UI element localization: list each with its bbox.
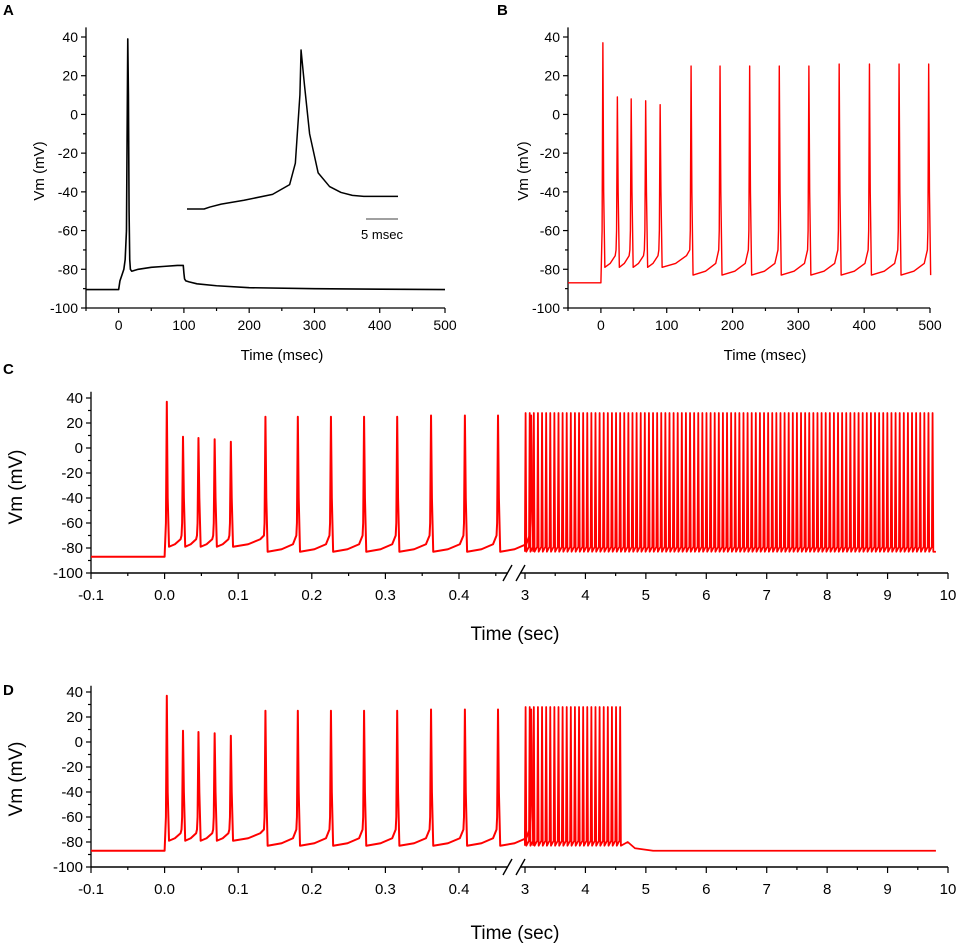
panel-a-y-tick-label: 20 [62, 68, 78, 84]
panel-a-x-tick-label: 300 [303, 317, 327, 333]
panel-a-x-tick-label: 500 [433, 317, 457, 333]
panel-d-x-tick-label: 10 [940, 881, 957, 898]
panel-b-x-tick-label: 0 [597, 317, 605, 333]
panel-b-xlabel: Time (msec) [724, 347, 807, 364]
panel-a-xlabel: Time (msec) [241, 347, 324, 364]
panel-c-trace-right [523, 412, 936, 553]
panel-b-letter: B [497, 2, 508, 19]
panel-d-axis-break-mark [502, 858, 513, 876]
panel-d-x-tick-label: 0.1 [228, 881, 249, 898]
panel-c-xlabel: Time (sec) [470, 624, 559, 645]
panel-d-x-tick-label: -0.1 [78, 881, 104, 898]
panel-b-trace [568, 42, 932, 284]
panel-a-letter: A [3, 2, 14, 19]
panel-d-y-tick-label: 0 [75, 734, 83, 751]
panel-c-x-tick-label: 10 [940, 587, 957, 604]
panel-c-y-tick-label: -80 [61, 540, 83, 557]
panel-a-x-tick-label: 0 [115, 317, 123, 333]
panel-b-y-tick-label: -100 [532, 300, 560, 316]
panel-c-axis-break-mark [515, 564, 526, 582]
panel-d-x-tick-label: 0.3 [375, 881, 396, 898]
panel-a-x-tick-label: 200 [238, 317, 262, 333]
panel-b-x-tick-label: 200 [721, 317, 745, 333]
panel-a-y-tick-label: -80 [58, 261, 78, 277]
panel-c-x-tick-label: 9 [883, 587, 891, 604]
panel-d-y-tick-label: -80 [61, 834, 83, 851]
panel-a-y-tick-label: -40 [58, 184, 78, 200]
panel-b-y-tick-label: -80 [540, 261, 560, 277]
panel-c-x-tick-label: 0.0 [154, 587, 175, 604]
panel-c-x-tick-label: 4 [581, 587, 589, 604]
panel-d-trace-right [523, 706, 936, 852]
panel-c-x-tick-label: 8 [823, 587, 831, 604]
panel-d-letter: D [3, 682, 14, 699]
panel-d-ylabel: Vm (mV) [6, 742, 27, 817]
panel-d-y-tick-label: -20 [61, 759, 83, 776]
panel-c-y-tick-label: 0 [75, 440, 83, 457]
panel-d-trace-left [91, 694, 535, 852]
panel-a-x-tick-label: 100 [172, 317, 196, 333]
panel-a-y-tick-label: -60 [58, 223, 78, 239]
panel-c-y-tick-label: 20 [66, 415, 83, 432]
panel-b-y-tick-label: -40 [540, 184, 560, 200]
panel-c-trace-left [91, 400, 535, 558]
panel-b-x-tick-label: 400 [853, 317, 877, 333]
panel-d-x-tick-label: 0.2 [301, 881, 322, 898]
panel-c-y-tick-label: 40 [66, 390, 83, 407]
panel-c-x-tick-label: 6 [702, 587, 710, 604]
panel-c-axis-break-mark [502, 564, 513, 582]
panel-c-x-tick-label: 7 [763, 587, 771, 604]
panel-d-x-tick-label: 3 [521, 881, 529, 898]
panel-b-y-tick-label: -60 [540, 223, 560, 239]
panel-d-y-tick-label: 40 [66, 684, 83, 701]
panel-d-x-tick-label: 8 [823, 881, 831, 898]
panel-b-y-tick-label: -20 [540, 145, 560, 161]
panel-d-x-tick-label: 0.4 [449, 881, 470, 898]
panel-a-ylabel: Vm (mV) [31, 141, 48, 200]
panel-d-x-tick-label: 0.0 [154, 881, 175, 898]
panel-d-x-tick-label: 6 [702, 881, 710, 898]
panel-d-y-tick-label: 20 [66, 709, 83, 726]
panel-a-y-tick-label: 40 [62, 29, 78, 45]
panel-d-x-tick-label: 5 [642, 881, 650, 898]
panel-b-y-tick-label: 0 [552, 106, 560, 122]
panel-d-x-tick-label: 9 [883, 881, 891, 898]
panel-d-y-tick-label: -100 [53, 859, 83, 876]
panel-c-x-tick-label: 0.4 [449, 587, 470, 604]
panel-a-y-tick-label: -100 [50, 300, 78, 316]
panel-b-x-tick-label: 500 [918, 317, 942, 333]
panel-b-x-tick-label: 300 [787, 317, 811, 333]
panel-d-x-tick-label: 7 [763, 881, 771, 898]
panel-d-y-tick-label: -60 [61, 809, 83, 826]
panel-c-x-tick-label: 0.3 [375, 587, 396, 604]
panel-b-y-tick-label: 20 [544, 68, 560, 84]
panel-a-trace [86, 38, 446, 291]
panel-b-x-tick-label: 100 [655, 317, 679, 333]
panel-c-y-tick-label: -20 [61, 465, 83, 482]
panel-c-y-tick-label: -100 [53, 565, 83, 582]
panel-c-ylabel: Vm (mV) [6, 450, 27, 525]
panel-c-x-tick-label: 0.2 [301, 587, 322, 604]
panel-c-x-tick-label: 5 [642, 587, 650, 604]
panel-c-y-tick-label: -40 [61, 490, 83, 507]
panel-c-x-tick-label: 3 [521, 587, 529, 604]
panel-a-y-tick-label: 0 [70, 106, 78, 122]
panel-d-axis-break-mark [515, 858, 526, 876]
panel-b-y-tick-label: 40 [544, 29, 560, 45]
panel-d-xlabel: Time (sec) [470, 923, 559, 944]
panel-b-ylabel: Vm (mV) [515, 141, 532, 200]
panel-d-x-tick-label: 4 [581, 881, 589, 898]
panel-c-letter: C [3, 361, 14, 378]
panel-a-x-tick-label: 400 [368, 317, 392, 333]
panel-c-x-tick-label: -0.1 [78, 587, 104, 604]
panel-a-inset-scale-label: 5 msec [361, 227, 403, 242]
panel-a-inset-trace [187, 49, 398, 210]
panel-c-x-tick-label: 0.1 [228, 587, 249, 604]
panel-d-y-tick-label: -40 [61, 784, 83, 801]
panel-a-y-tick-label: -20 [58, 145, 78, 161]
panel-c-y-tick-label: -60 [61, 515, 83, 532]
